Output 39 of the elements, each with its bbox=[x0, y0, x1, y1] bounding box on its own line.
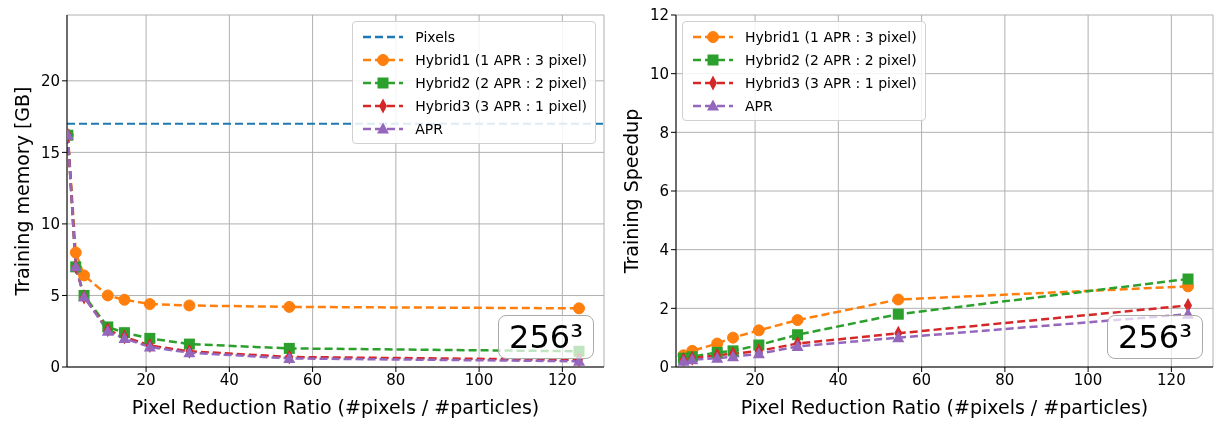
y-tick-label: 10 bbox=[649, 64, 669, 83]
legend-label: Hybrid1 (1 APR : 3 pixel) bbox=[745, 28, 917, 45]
legend-label: APR bbox=[745, 97, 773, 114]
x-tick-label: 20 bbox=[136, 370, 156, 389]
x-axis-title: Pixel Reduction Ratio (#pixels / #particles) bbox=[130, 396, 541, 418]
x-tick-label: 60 bbox=[303, 370, 323, 389]
legend-label: Pixels bbox=[415, 28, 455, 45]
legend-label: Hybrid1 (1 APR : 3 pixel) bbox=[415, 51, 587, 68]
annotation: 256³ bbox=[1107, 315, 1203, 359]
x-tick-label: 100 bbox=[1073, 370, 1103, 389]
y-tick-label: 4 bbox=[659, 240, 669, 259]
y-tick-label: 6 bbox=[659, 182, 669, 201]
legend-label: Hybrid2 (2 APR : 2 pixel) bbox=[745, 51, 917, 68]
x-tick-label: 60 bbox=[912, 370, 932, 389]
y-axis-title: Training memory [GB] bbox=[11, 86, 33, 296]
x-tick-label: 100 bbox=[464, 370, 494, 389]
y-axis-title: Training Speedup bbox=[620, 108, 642, 274]
legend-label: APR bbox=[415, 120, 444, 137]
x-tick-label: 120 bbox=[548, 370, 577, 389]
x-axis-title: Pixel Reduction Ratio (#pixels / #particles) bbox=[739, 396, 1150, 418]
y-tick-label: 12 bbox=[649, 6, 669, 25]
y-tick-label: 0 bbox=[659, 358, 669, 377]
x-tick-label: 80 bbox=[386, 370, 406, 389]
legend-label: Hybrid2 (2 APR : 2 pixel) bbox=[415, 74, 587, 91]
x-tick-label: 120 bbox=[1157, 370, 1186, 389]
y-tick-label: 10 bbox=[40, 215, 60, 234]
y-tick-label: 8 bbox=[659, 123, 669, 142]
legend-label: Hybrid3 (3 APR : 1 pixel) bbox=[415, 97, 587, 114]
y-tick-label: 2 bbox=[659, 299, 669, 318]
x-tick-label: 40 bbox=[219, 370, 239, 389]
x-tick-label: 80 bbox=[995, 370, 1015, 389]
y-tick-label: 0 bbox=[50, 358, 60, 377]
y-tick-label: 5 bbox=[50, 286, 60, 305]
legend-label: Hybrid3 (3 APR : 1 pixel) bbox=[745, 74, 917, 91]
x-tick-label: 40 bbox=[828, 370, 848, 389]
x-tick-label: 20 bbox=[745, 370, 765, 389]
y-tick-label: 15 bbox=[40, 143, 60, 162]
y-tick-label: 20 bbox=[40, 72, 60, 91]
annotation: 256³ bbox=[498, 315, 594, 359]
